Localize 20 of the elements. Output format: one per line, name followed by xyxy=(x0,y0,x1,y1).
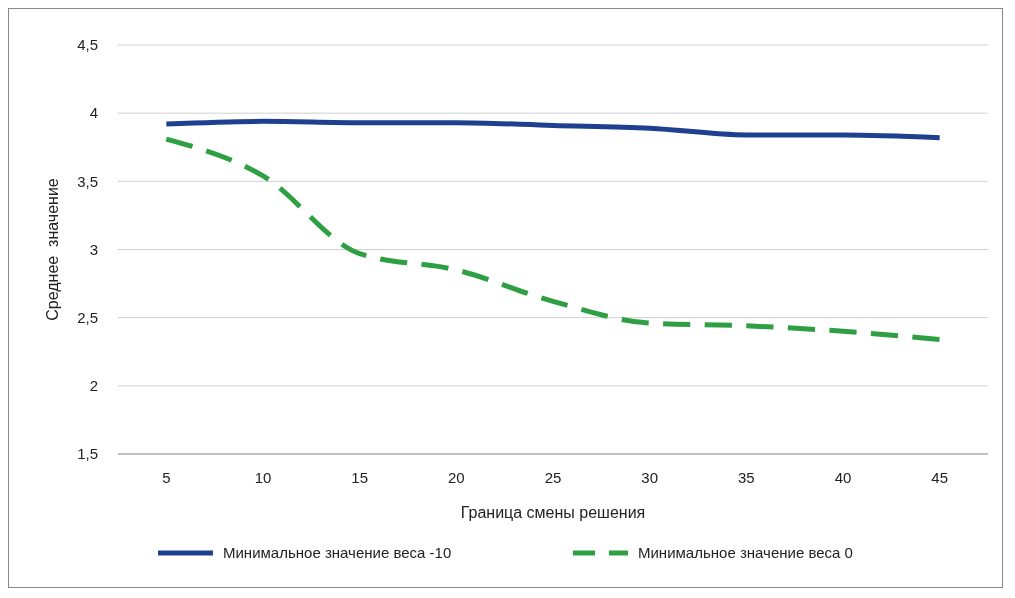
y-tick-label: 4,5 xyxy=(77,36,98,54)
y-tick-label: 1,5 xyxy=(77,445,98,463)
y-tick-label: 3 xyxy=(89,240,98,258)
x-tick-label: 30 xyxy=(641,469,659,487)
y-tick-label: 3,5 xyxy=(77,172,98,190)
x-tick-label: 20 xyxy=(447,469,465,487)
x-tick-label: 40 xyxy=(834,469,852,487)
x-tick-label: 25 xyxy=(544,469,562,487)
y-tick-label: 2,5 xyxy=(77,308,98,326)
x-tick-label: 35 xyxy=(737,469,755,487)
x-tick-label: 45 xyxy=(931,469,949,487)
x-tick-label: 5 xyxy=(162,469,171,487)
y-tick-label: 2 xyxy=(89,377,98,395)
x-axis-title: Граница смены решения xyxy=(460,504,646,521)
x-tick-label: 10 xyxy=(254,469,272,487)
y-tick-label: 4 xyxy=(89,104,98,122)
y-axis-title: Среднее значение xyxy=(44,178,61,321)
legend-label: Минимальное значение веса -10 xyxy=(223,544,452,562)
x-tick-label: 15 xyxy=(351,469,369,487)
legend-label: Минимальное значение веса 0 xyxy=(638,544,853,562)
